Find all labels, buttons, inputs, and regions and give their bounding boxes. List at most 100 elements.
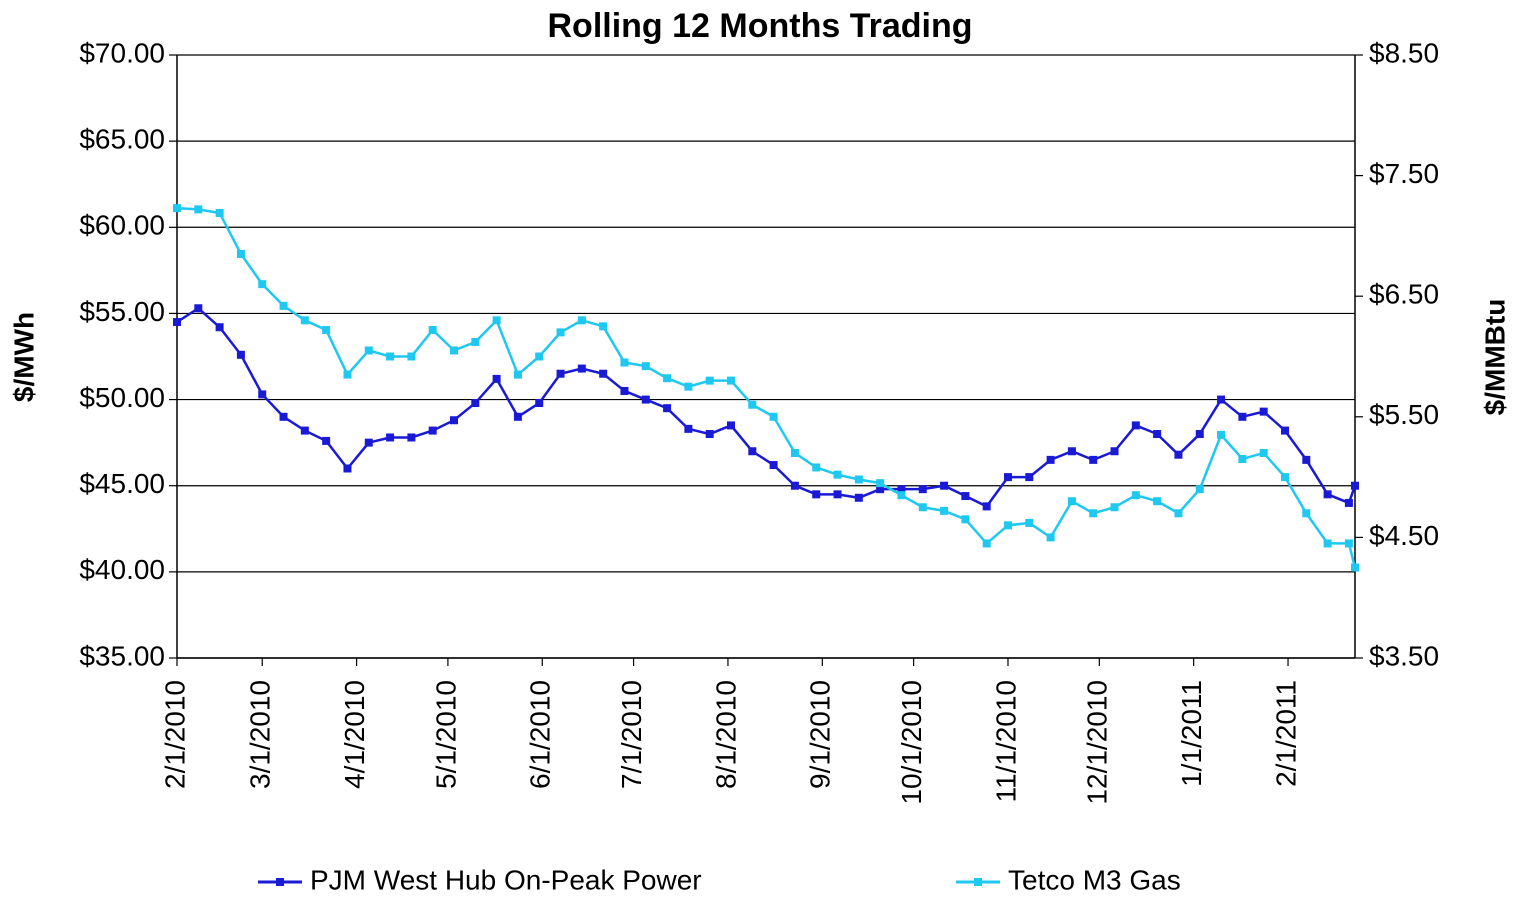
point-marker (1344, 539, 1353, 548)
point-marker (300, 426, 309, 435)
point-marker (897, 485, 906, 494)
point-marker (663, 404, 672, 413)
x-tick-label: 7/1/2010 (616, 680, 647, 789)
point-marker (726, 376, 735, 385)
point-marker (1131, 421, 1140, 430)
y-tick-label: $55.00 (79, 296, 165, 327)
point-marker (1280, 473, 1289, 482)
point-marker (790, 448, 799, 457)
point-marker (1302, 509, 1311, 518)
series-line (176, 306, 1357, 508)
point-marker (173, 318, 181, 327)
point-marker (1174, 450, 1183, 459)
x-tick-label: 9/1/2010 (805, 680, 836, 789)
point-marker (748, 447, 757, 456)
point-marker (1351, 563, 1359, 572)
point-marker (1280, 426, 1289, 435)
point-marker (663, 374, 672, 383)
point-marker (428, 426, 437, 435)
point-marker (769, 412, 778, 421)
x-tick-label: 2/1/2011 (1270, 680, 1301, 787)
x-tick-label: 12/1/2010 (1082, 680, 1113, 805)
point-marker (1046, 455, 1055, 464)
point-marker (279, 301, 288, 310)
point-marker (1195, 485, 1204, 494)
point-marker (322, 436, 331, 445)
point-marker (322, 325, 331, 334)
point-marker (854, 493, 863, 502)
point-marker (1323, 539, 1332, 548)
y2-tick-label: $3.50 (1369, 640, 1439, 671)
point-marker (1003, 521, 1012, 530)
point-marker (833, 470, 842, 479)
y2-tick-label: $4.50 (1369, 520, 1439, 551)
point-marker (343, 370, 352, 379)
point-marker (1025, 473, 1034, 482)
y-tick-label: $40.00 (79, 554, 165, 585)
point-marker (428, 325, 437, 334)
y2-tick-label: $8.50 (1369, 37, 1439, 68)
point-marker (684, 382, 693, 391)
point-marker (769, 461, 778, 470)
point-marker (236, 350, 245, 359)
point-marker (812, 490, 821, 499)
legend-marker (974, 878, 982, 886)
point-marker (1259, 448, 1268, 457)
point-marker (449, 416, 458, 425)
point-marker (215, 208, 224, 217)
point-marker (1238, 455, 1247, 464)
y-tick-label: $70.00 (79, 37, 165, 68)
point-marker (407, 352, 416, 361)
point-marker (386, 433, 395, 442)
point-marker (386, 352, 395, 361)
point-marker (535, 399, 544, 408)
point-marker (1153, 497, 1162, 506)
point-marker (1217, 430, 1226, 439)
point-marker (1174, 509, 1183, 518)
point-marker (1110, 503, 1119, 512)
point-marker (1238, 412, 1247, 421)
point-marker (1217, 395, 1226, 404)
y-tick-label: $35.00 (79, 640, 165, 671)
x-tick-label: 6/1/2010 (525, 680, 556, 789)
point-marker (982, 502, 991, 511)
point-marker (1067, 447, 1076, 456)
point-marker (599, 322, 608, 331)
point-marker (876, 479, 885, 488)
point-marker (513, 412, 522, 421)
point-marker (513, 370, 522, 379)
point-marker (1344, 498, 1353, 507)
point-marker (194, 304, 203, 313)
point-marker (1089, 509, 1098, 518)
point-marker (364, 438, 373, 447)
point-marker (876, 485, 885, 494)
y-tick-label: $65.00 (79, 124, 165, 155)
y-axis-label: $/MWh (8, 312, 39, 402)
point-marker (961, 515, 970, 524)
y2-tick-label: $7.50 (1369, 158, 1439, 189)
point-marker (641, 395, 650, 404)
point-marker (1089, 455, 1098, 464)
point-marker (1302, 455, 1311, 464)
y2-tick-label: $5.50 (1369, 399, 1439, 430)
point-marker (471, 338, 480, 347)
point-marker (556, 369, 565, 378)
point-marker (833, 490, 842, 499)
point-marker (684, 424, 693, 433)
point-marker (1351, 481, 1359, 490)
point-marker (1131, 491, 1140, 500)
x-tick-label: 8/1/2010 (710, 680, 741, 789)
legend-label: PJM West Hub On-Peak Power (310, 864, 702, 895)
point-marker (1259, 407, 1268, 416)
x-tick-label: 10/1/2010 (896, 680, 927, 805)
point-marker (918, 503, 927, 512)
point-marker (1067, 497, 1076, 506)
x-tick-label: 3/1/2010 (245, 680, 276, 789)
x-tick-label: 1/1/2011 (1176, 680, 1207, 787)
point-marker (258, 390, 267, 399)
point-marker (705, 430, 714, 439)
point-marker (812, 463, 821, 472)
point-marker (300, 316, 309, 325)
point-marker (918, 485, 927, 494)
point-marker (364, 346, 373, 355)
